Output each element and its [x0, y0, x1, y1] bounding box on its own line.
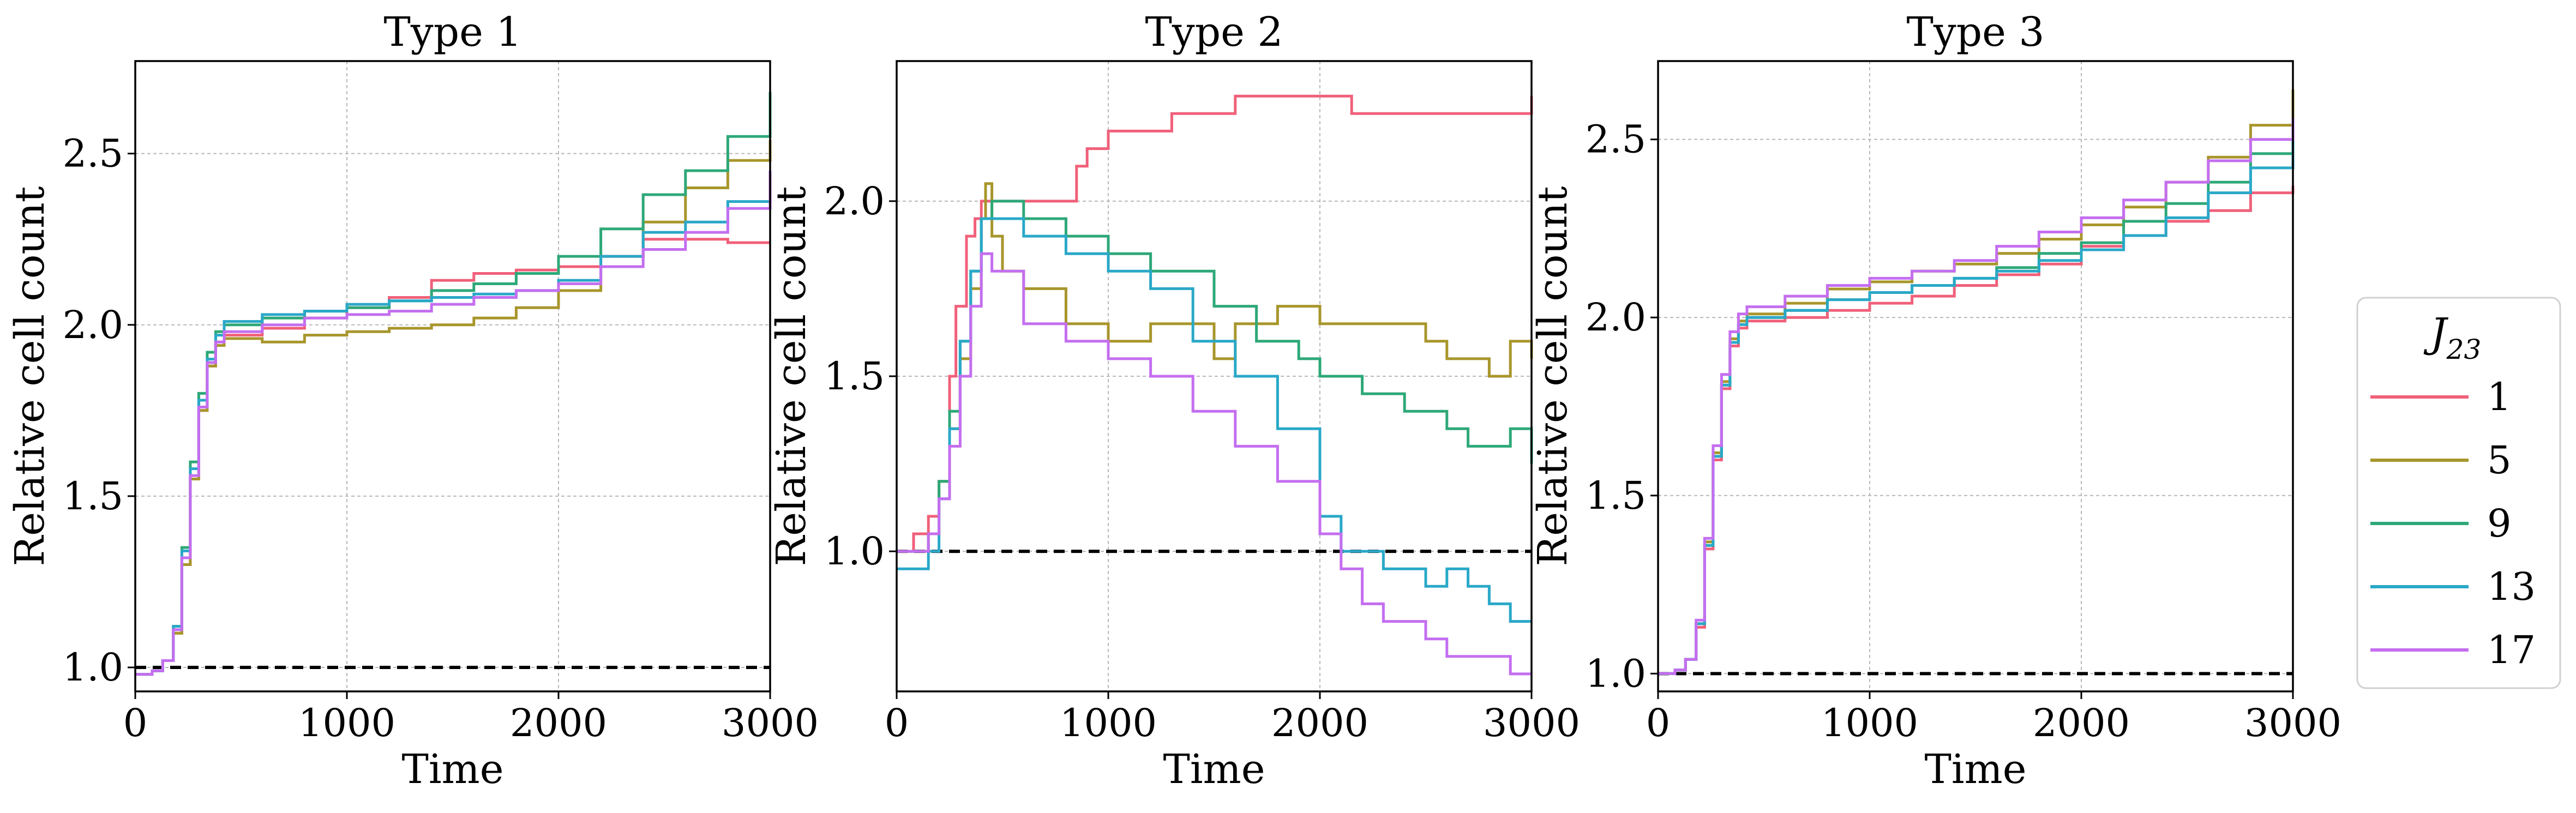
- plot-frame: [896, 60, 1533, 692]
- series-line-17: [1658, 118, 2295, 675]
- x-tick-label: 0: [1646, 701, 1671, 745]
- y-tick-label: 1.5: [63, 474, 123, 519]
- x-axis-label: Time: [402, 746, 504, 793]
- panel-title: Type 2: [1145, 9, 1283, 56]
- series-line-5: [135, 140, 772, 676]
- y-tick-label: 2.0: [1586, 295, 1646, 340]
- legend-label-9: 9: [2487, 501, 2512, 546]
- legend-label-5: 5: [2487, 438, 2512, 483]
- series-line-9: [1658, 122, 2295, 675]
- legend-label-1: 1: [2487, 375, 2512, 419]
- x-tick-label: 2000: [510, 701, 607, 745]
- plot-frame: [1657, 60, 2294, 692]
- y-tick-label: 2.5: [1586, 117, 1646, 162]
- x-tick-label: 3000: [1483, 701, 1580, 745]
- series-line-5: [897, 182, 1533, 553]
- x-tick-label: 1000: [298, 701, 395, 745]
- panel-title: Type 3: [1907, 9, 2045, 56]
- panel-type-2: 0 1000 2000 3000 1.0 1.5 2.0 Type 2 Time Relative…: [768, 9, 1580, 793]
- series-line-1: [1658, 185, 2295, 675]
- legend-entries: 1 5 9 13 17: [2370, 375, 2536, 672]
- x-tick-label: 3000: [2244, 701, 2341, 745]
- series-line-5: [1658, 89, 2295, 675]
- y-tick-label: 1.0: [1586, 651, 1646, 696]
- series-line-13: [1658, 132, 2295, 675]
- panel-type-3: 0 1000 2000 3000 1.0 1.5 2.0 2.5 Type 3 Time Relat…: [1529, 9, 2341, 793]
- y-axis-label: Relative cell count: [768, 186, 815, 566]
- x-tick-label: 2000: [2033, 701, 2130, 745]
- y-tick-label: 1.0: [63, 645, 123, 690]
- legend-label-13: 13: [2487, 564, 2536, 609]
- panel-type-1: 0 1000 2000 3000 1.0 1.5 2.0 2.5 Type 1 Time Relat…: [7, 9, 819, 793]
- x-axis-label: Time: [1925, 746, 2027, 793]
- plot-frame: [134, 60, 771, 692]
- y-tick-label: 1.5: [824, 354, 885, 399]
- series-line-9: [897, 200, 1533, 553]
- y-axis-label: Relative cell count: [7, 186, 53, 566]
- x-tick-label: 2000: [1271, 701, 1368, 745]
- series-line-9: [135, 92, 772, 676]
- y-tick-label: 2.0: [824, 179, 885, 224]
- y-tick-label: 2.0: [63, 303, 123, 347]
- x-tick-label: 3000: [722, 701, 819, 745]
- panel-title: Type 1: [384, 9, 522, 56]
- legend-title-subscript: 23: [2446, 334, 2482, 365]
- x-tick-label: 0: [885, 701, 909, 745]
- series-line-13: [897, 217, 1532, 623]
- y-tick-label: 1.5: [1586, 473, 1646, 518]
- x-tick-label: 0: [123, 701, 148, 745]
- x-tick-label: 1000: [1060, 701, 1157, 745]
- series-line-13: [135, 171, 772, 676]
- x-axis-label: Time: [1163, 746, 1265, 793]
- x-tick-label: 1000: [1821, 701, 1918, 745]
- series-line-17: [135, 171, 772, 676]
- legend-label-17: 17: [2487, 628, 2536, 672]
- y-tick-label: 2.5: [63, 131, 123, 176]
- series-line-17: [897, 252, 1532, 676]
- y-tick-label: 1.0: [824, 529, 885, 574]
- y-axis-label: Relative cell count: [1529, 186, 1576, 566]
